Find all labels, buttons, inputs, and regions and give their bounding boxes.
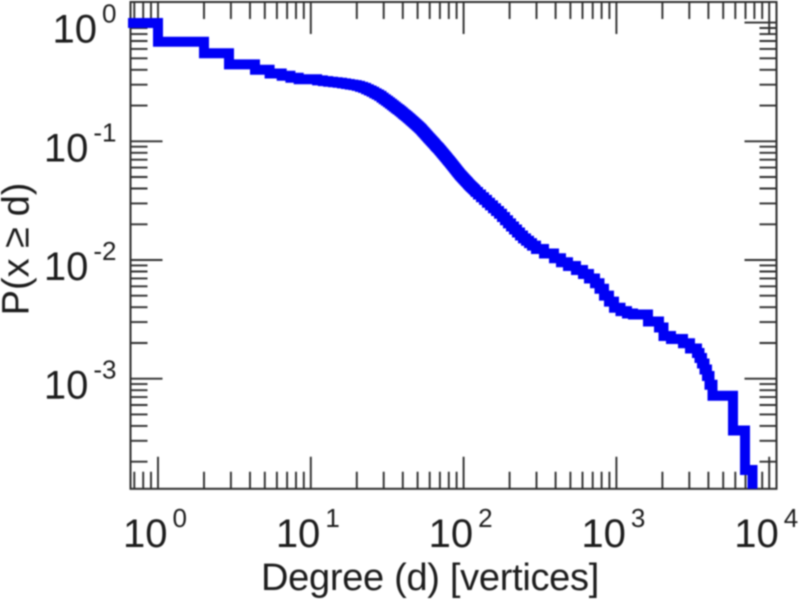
- svg-text:P(x ≥ d): P(x ≥ d): [0, 183, 38, 316]
- svg-text:104: 10 4: [734, 503, 798, 556]
- svg-text:Degree (d) [vertices]: Degree (d) [vertices]: [261, 557, 599, 599]
